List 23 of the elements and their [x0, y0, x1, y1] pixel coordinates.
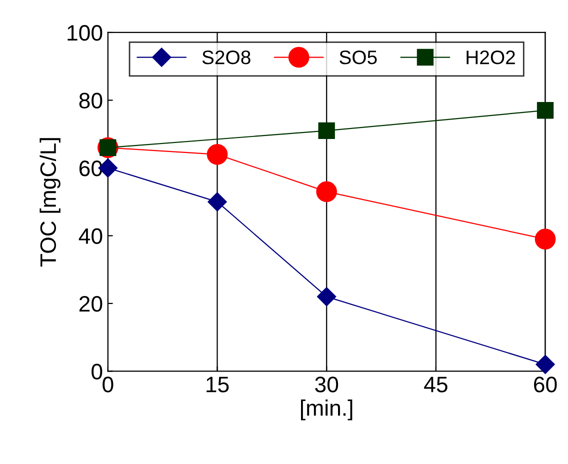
point: [317, 287, 336, 306]
point: [536, 102, 554, 119]
point: [206, 144, 228, 165]
x-tick-label: 45: [424, 376, 448, 392]
legend-label: SO5: [340, 50, 377, 64]
legend-label: S2O8: [202, 50, 250, 64]
y-tick-label: 100: [68, 25, 102, 41]
y-tick-label: 80: [79, 92, 102, 108]
y-axis-title: TOC [mgC/L]: [40, 138, 60, 267]
point: [318, 122, 335, 140]
y-tick-label: 40: [78, 228, 102, 244]
x-tick-label: 30: [315, 376, 338, 392]
point: [536, 354, 555, 374]
point: [316, 181, 338, 202]
y-tick-label: 20: [79, 296, 102, 312]
point: [208, 192, 227, 212]
point: [534, 228, 556, 250]
x-axis-title: [min.]: [301, 400, 352, 420]
x-tick-label: 60: [534, 376, 557, 392]
x-tick-label: 15: [206, 376, 229, 392]
x-tick-label: 0: [102, 376, 114, 392]
legend-label: H2O2: [466, 50, 515, 64]
y-tick-label: 0: [92, 364, 102, 380]
